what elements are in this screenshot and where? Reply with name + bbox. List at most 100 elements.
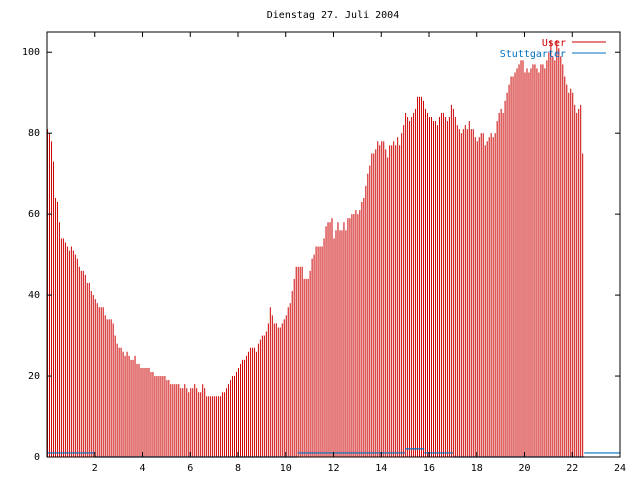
user-bar: [60, 238, 62, 457]
user-bar: [544, 68, 546, 458]
user-bar: [184, 384, 186, 457]
user-bar: [303, 278, 305, 457]
x-tick-label: 16: [423, 463, 435, 474]
user-bar: [321, 246, 323, 457]
user-bar: [542, 64, 544, 457]
y-tick-label: 0: [34, 452, 40, 463]
user-bar: [512, 76, 514, 458]
user-bar: [550, 40, 552, 457]
user-bar: [574, 104, 576, 458]
user-bar: [259, 339, 261, 457]
user-bar: [432, 121, 434, 458]
user-bar: [480, 133, 482, 457]
user-bar: [247, 351, 249, 457]
user-bar: [126, 351, 128, 457]
user-bar: [152, 372, 154, 457]
user-bar: [381, 141, 383, 458]
user-bar: [182, 388, 184, 457]
user-bar: [528, 72, 530, 457]
user-bar: [245, 355, 247, 457]
user-bar: [458, 129, 460, 457]
user-bar: [90, 291, 92, 457]
user-bar: [335, 230, 337, 457]
user-bar: [301, 266, 303, 457]
user-bar: [492, 137, 494, 458]
user-bar: [196, 388, 198, 457]
user-bar: [337, 222, 339, 457]
user-bar: [556, 40, 558, 457]
user-bar: [329, 222, 331, 457]
user-bar: [403, 125, 405, 457]
user-bar: [363, 197, 365, 457]
user-bar: [166, 380, 168, 457]
user-bar: [560, 56, 562, 457]
user-bar: [309, 270, 311, 457]
user-bar: [494, 133, 496, 457]
user-bar: [277, 327, 279, 457]
user-bar: [257, 343, 259, 457]
user-bar: [582, 153, 584, 457]
x-tick-label: 22: [566, 463, 578, 474]
user-bar: [371, 153, 373, 457]
user-bar: [454, 117, 456, 457]
user-bar: [106, 319, 108, 457]
user-bar: [299, 266, 301, 457]
user-bar: [216, 396, 218, 457]
user-bar: [232, 376, 234, 457]
user-bar: [307, 278, 309, 457]
user-bar: [214, 396, 216, 457]
user-bar: [365, 185, 367, 457]
x-tick-label: 18: [471, 463, 483, 474]
user-bar: [506, 92, 508, 458]
user-bar: [464, 125, 466, 457]
user-bar: [488, 137, 490, 458]
user-bar: [222, 392, 224, 457]
user-bar: [94, 299, 96, 457]
user-bar: [510, 76, 512, 458]
legend-label-user: User: [542, 38, 566, 49]
user-bar: [468, 121, 470, 458]
user-bar: [72, 250, 74, 457]
user-bar: [194, 384, 196, 457]
user-bar: [283, 319, 285, 457]
x-axis: 2 4 6 8 10 12 14 16 18 20 22 24: [92, 32, 626, 474]
user-bar: [56, 202, 58, 457]
user-bar: [311, 258, 313, 457]
user-bar: [150, 372, 152, 457]
user-bar: [100, 307, 102, 457]
user-bar: [82, 270, 84, 457]
user-bar: [68, 250, 70, 457]
user-bar: [411, 117, 413, 457]
user-bar: [249, 347, 251, 457]
user-bar: [76, 258, 78, 457]
user-bar: [478, 137, 480, 458]
user-bar: [130, 359, 132, 457]
user-bar: [323, 238, 325, 457]
user-bar: [446, 121, 448, 458]
user-bar: [180, 388, 182, 457]
user-bar: [269, 307, 271, 457]
user-bar: [158, 376, 160, 457]
user-bar: [265, 331, 267, 457]
user-bar: [148, 367, 150, 457]
user-bar: [239, 363, 241, 457]
user-bar: [562, 64, 564, 457]
y-tick-label: 80: [28, 128, 40, 139]
user-bar: [140, 367, 142, 457]
user-bar: [558, 48, 560, 457]
user-bar: [305, 278, 307, 457]
user-bar: [251, 347, 253, 457]
user-bar: [54, 197, 56, 457]
user-bar: [138, 363, 140, 457]
user-bar: [154, 376, 156, 457]
user-bar: [429, 117, 430, 457]
user-bar: [536, 68, 538, 458]
user-bar: [532, 64, 534, 457]
user-bar: [176, 384, 178, 457]
user-bar: [438, 117, 440, 457]
user-bar: [289, 303, 291, 457]
user-bar: [188, 392, 190, 457]
user-bar: [399, 145, 401, 457]
y-tick-label: 100: [22, 47, 40, 58]
user-bar: [500, 108, 502, 458]
